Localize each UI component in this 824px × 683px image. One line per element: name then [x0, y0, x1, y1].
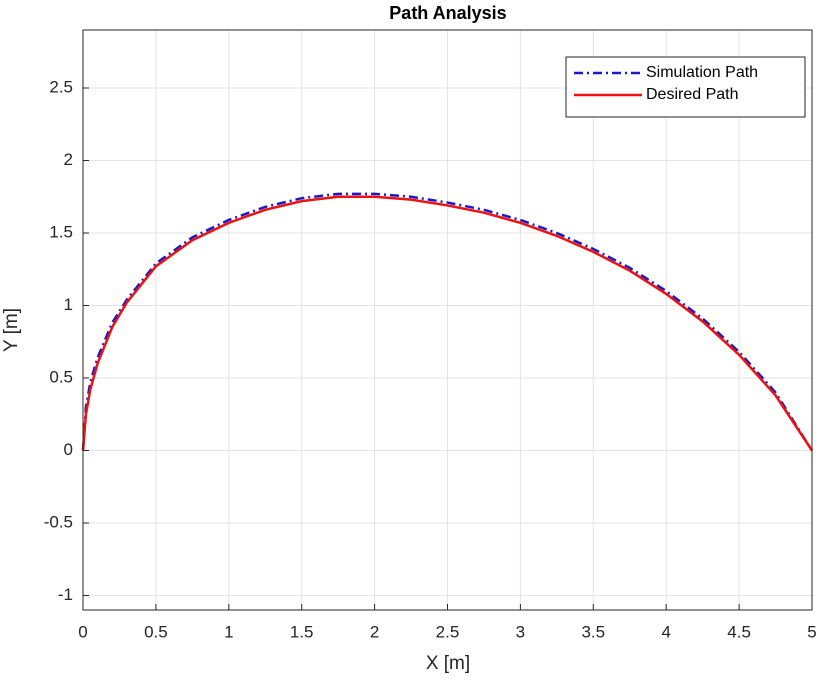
x-tick-label: 4.5: [727, 622, 751, 641]
y-tick-label: 1.5: [49, 222, 73, 241]
y-axis-label: Y [m]: [1, 308, 22, 352]
x-tick-label: 2.5: [436, 622, 460, 641]
line-series: [81, 192, 814, 452]
x-tick-label: 0.5: [144, 622, 168, 641]
x-tick-label: 4: [661, 622, 670, 641]
y-tick-label: 2: [64, 150, 73, 169]
x-tick-label: 3.5: [581, 622, 605, 641]
x-tick-label: 3: [516, 622, 525, 641]
y-tick-label: 2.5: [49, 77, 73, 96]
x-tick-label: 5: [807, 622, 816, 641]
x-tick-label: 1: [224, 622, 233, 641]
x-tick-label: 1.5: [290, 622, 314, 641]
x-axis-label: X [m]: [426, 653, 470, 674]
y-tick-label: 1: [64, 295, 73, 314]
y-tick-label: 0.5: [49, 367, 73, 386]
legend-label: Desired Path: [646, 86, 739, 103]
chart-title: Path Analysis: [389, 3, 506, 23]
x-tick-label: 0: [78, 622, 87, 641]
line-series: [81, 195, 814, 452]
y-tick-label: 0: [64, 440, 73, 459]
y-tick-label: -0.5: [44, 512, 73, 531]
x-tick-label: 2: [370, 622, 379, 641]
legend-box: [565, 56, 806, 118]
legend-label: Simulation Path: [646, 64, 758, 81]
y-tick-label: -1: [58, 585, 73, 604]
plot-frame: [82, 29, 813, 611]
